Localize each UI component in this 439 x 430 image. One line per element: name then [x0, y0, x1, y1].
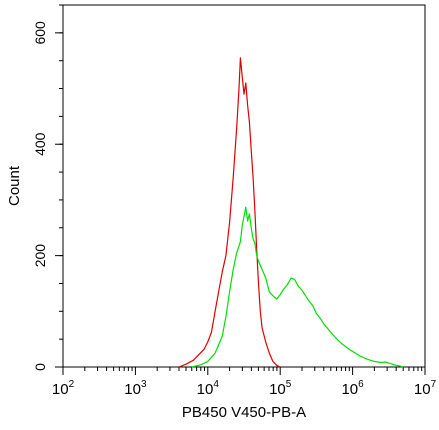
- x-tick-label-base: 10: [414, 381, 431, 398]
- x-tick-label-exponent: 6: [358, 379, 364, 390]
- x-tick-label-base: 10: [52, 381, 69, 398]
- x-tick-label-exponent: 4: [213, 379, 219, 390]
- x-tick-label-base: 10: [124, 381, 141, 398]
- x-tick-label-base: 10: [341, 381, 358, 398]
- x-tick-label: 106: [341, 379, 364, 398]
- y-tick-label: 200: [32, 244, 48, 268]
- x-tick-label: 107: [414, 379, 437, 398]
- x-tick-label: 105: [269, 379, 292, 398]
- x-axis-ticks: 102 103 104 105 106 107: [52, 367, 437, 398]
- x-axis-title: PB450 V450-PB-A: [182, 404, 306, 421]
- histogram-series-1: [178, 57, 281, 368]
- x-tick-label-base: 10: [197, 381, 214, 398]
- x-tick-label: 104: [197, 379, 220, 398]
- histogram-series-2: [191, 206, 404, 368]
- y-tick-label: 0: [32, 363, 48, 371]
- x-tick-label-exponent: 7: [431, 379, 437, 390]
- y-axis-ticks: 0 200 400 600: [32, 4, 63, 371]
- x-tick-label-exponent: 3: [141, 379, 147, 390]
- x-tick-label-base: 10: [269, 381, 286, 398]
- y-axis-title: Count: [6, 165, 23, 206]
- x-tick-label-exponent: 2: [69, 379, 75, 390]
- y-tick-label: 400: [32, 132, 48, 156]
- series-layer: [178, 57, 404, 368]
- x-tick-label: 103: [124, 379, 147, 398]
- plot-frame: [62, 4, 426, 368]
- y-tick-label: 600: [32, 21, 48, 45]
- x-tick-label: 102: [52, 379, 75, 398]
- x-tick-label-exponent: 5: [286, 379, 292, 390]
